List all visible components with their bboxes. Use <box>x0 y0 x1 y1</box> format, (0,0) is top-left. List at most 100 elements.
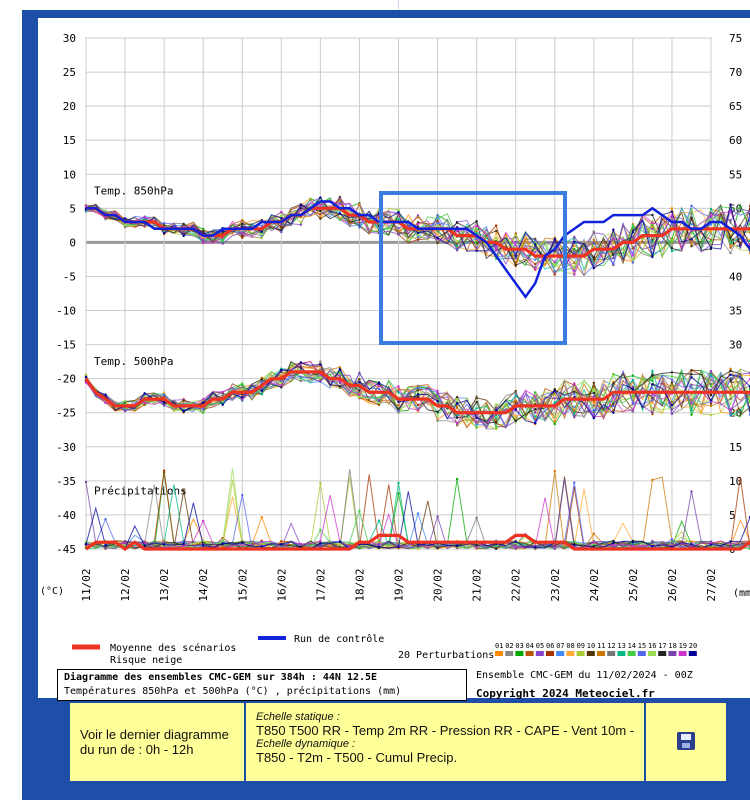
perturbation-point <box>397 209 400 212</box>
perturbation-point <box>651 245 654 248</box>
perturbation-point <box>475 400 478 404</box>
perturbation-point <box>377 519 381 522</box>
perturbation-point <box>475 230 478 233</box>
perturbation-point <box>651 227 654 231</box>
y2-tick-label: 75 <box>729 32 742 45</box>
perturbation-point <box>221 242 224 245</box>
perturbation-point <box>690 409 693 412</box>
perturbation-point <box>670 400 674 404</box>
perturbation-point <box>709 399 713 402</box>
perturbation-point <box>397 410 400 413</box>
perturbation-point <box>494 403 498 406</box>
perturbation-point <box>241 236 244 239</box>
perturbation-point <box>709 543 713 546</box>
perturbation-swatch <box>546 651 554 656</box>
perturbation-point <box>534 415 537 418</box>
perturbation-point <box>514 257 517 260</box>
perturbation-point <box>241 388 244 391</box>
perturbation-point <box>651 213 654 217</box>
legend-snow-label: Risque neige <box>110 655 182 666</box>
perturbation-point <box>690 543 693 546</box>
perturbation-id: 11 <box>597 642 605 650</box>
y-tick-label: 20 <box>63 100 76 113</box>
perturbation-point <box>592 408 596 412</box>
perturbation-point <box>455 544 459 548</box>
x-tick-label: 17/02 <box>314 568 327 601</box>
perturbation-point <box>651 478 654 482</box>
perturbation-point <box>377 539 381 543</box>
perturbation-swatch <box>556 651 565 656</box>
static-scale-links[interactable]: T850 T500 RR - Temp 2m RR - Pression RR … <box>256 723 635 738</box>
perturbation-point <box>84 373 88 376</box>
t850-panel-label: Temp. 850hPa <box>94 185 173 198</box>
perturbation-point <box>553 420 556 423</box>
perturbation-point <box>670 408 674 411</box>
y2-tick-label: 65 <box>729 100 742 113</box>
save-button[interactable] <box>646 703 726 781</box>
perturbation-swatch <box>597 651 605 656</box>
dynamic-scale-links[interactable]: T850 - T2m - T500 - Cumul Precip. <box>256 750 458 765</box>
perturbation-point <box>573 247 576 251</box>
perturbation-id: 06 <box>546 642 554 650</box>
perturbation-point <box>651 541 654 544</box>
perturbation-point <box>436 233 439 236</box>
perturbation-point <box>709 223 713 226</box>
perturbation-swatch <box>658 651 667 656</box>
perturbation-point <box>534 251 537 254</box>
perturbation-point <box>241 493 244 497</box>
perturbation-point <box>416 214 420 217</box>
perturbation-point <box>338 366 342 369</box>
perturbation-point <box>612 382 615 385</box>
perturbation-point <box>553 270 556 274</box>
caption-title: Diagramme des ensembles CMC-GEM sur 384h… <box>64 672 378 683</box>
dynamic-scale-label: Echelle dynamique : <box>256 738 356 750</box>
perturbation-id: 17 <box>658 642 666 650</box>
perturbation-point <box>319 360 322 363</box>
perturbation-point <box>534 248 537 251</box>
perturbation-point <box>338 381 342 385</box>
perturbation-point <box>280 368 283 372</box>
y2-tick-label: 5 <box>729 509 736 522</box>
perturbation-point <box>397 391 400 394</box>
y2-tick-label: 60 <box>729 134 742 147</box>
perturbation-point <box>553 469 556 473</box>
series-line <box>86 206 750 258</box>
perturbation-point <box>729 545 732 548</box>
perturbation-point <box>201 401 205 404</box>
perturbation-point <box>182 399 185 402</box>
perturbation-point <box>709 214 713 218</box>
perturbation-point <box>182 223 185 226</box>
floppy-disk-icon[interactable] <box>677 732 695 750</box>
perturbation-point <box>319 539 322 543</box>
perturbation-point <box>592 532 596 535</box>
perturbation-point <box>534 395 537 398</box>
perturbation-point <box>319 544 322 548</box>
perturbation-point <box>534 246 537 249</box>
perturbation-point <box>358 202 361 206</box>
perturbation-point <box>553 260 556 264</box>
perturbation-point <box>162 223 166 227</box>
perturbation-point <box>436 515 439 518</box>
perturbation-point <box>514 244 517 247</box>
perturbation-point <box>534 545 537 549</box>
perturbation-point <box>592 238 596 241</box>
perturbation-point <box>494 244 498 247</box>
perturbation-point <box>436 224 439 227</box>
perturbation-point <box>358 393 361 397</box>
last-diagram-link[interactable]: Voir le dernier diagramme du run de : 0h… <box>70 703 244 781</box>
perturbation-point <box>729 210 732 213</box>
perturbation-point <box>573 416 576 419</box>
perturbation-point <box>670 371 674 374</box>
perturbation-point <box>494 547 498 550</box>
perturbation-point <box>690 223 693 226</box>
perturbation-point <box>299 364 303 368</box>
perturbation-point <box>631 545 635 548</box>
perturbation-point <box>319 203 322 207</box>
last-diagram-line2[interactable]: du run de : 0h - 12h <box>80 742 194 757</box>
perturbation-point <box>416 234 420 237</box>
perturbation-point <box>338 218 342 221</box>
perturbation-point <box>651 230 654 233</box>
perturbation-point <box>494 224 498 227</box>
perturbation-point <box>729 369 732 373</box>
perturbation-point <box>104 216 107 219</box>
